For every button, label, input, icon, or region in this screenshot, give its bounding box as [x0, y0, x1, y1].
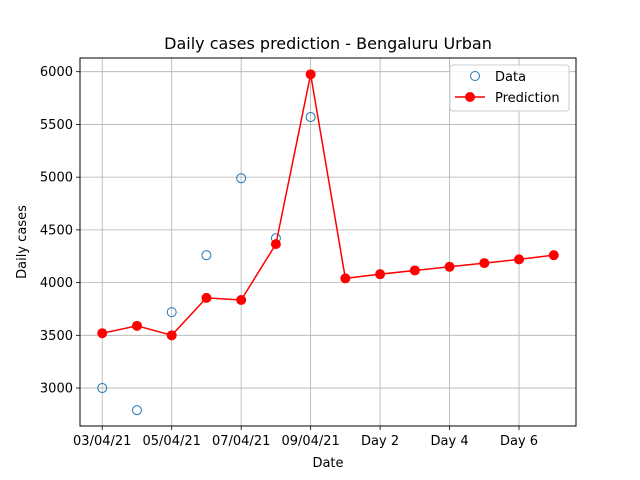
- legend-data-marker: [470, 71, 480, 81]
- prediction-point: [375, 269, 386, 280]
- prediction-point: [201, 292, 212, 303]
- prediction-point: [514, 254, 525, 265]
- x-tick-label: 05/04/21: [143, 434, 201, 449]
- x-tick-label: Day 4: [431, 434, 469, 449]
- prediction-point: [305, 69, 316, 80]
- prediction-point: [270, 239, 281, 250]
- prediction-point: [340, 273, 351, 284]
- prediction-point: [97, 328, 108, 339]
- x-tick-label: 03/04/21: [73, 434, 131, 449]
- data-point: [201, 250, 212, 261]
- y-tick-label: 6000: [40, 65, 73, 80]
- prediction-point: [236, 294, 247, 305]
- prediction-point: [409, 265, 420, 276]
- prediction-point: [479, 258, 490, 269]
- x-tick-label: 09/04/21: [281, 434, 339, 449]
- prediction-point: [444, 261, 455, 272]
- data-point: [305, 112, 316, 123]
- data-point: [166, 307, 177, 318]
- prediction-point: [548, 250, 559, 261]
- y-tick-label: 5500: [40, 118, 73, 133]
- x-axis-label: Date: [312, 456, 343, 471]
- y-tick-label: 4000: [40, 276, 73, 291]
- data-point: [131, 405, 142, 416]
- y-tick-label: 3000: [40, 382, 73, 397]
- prediction-point: [131, 320, 142, 331]
- x-tick-label: 07/04/21: [212, 434, 270, 449]
- y-tick-label: 5000: [40, 171, 73, 186]
- data-point: [97, 383, 108, 394]
- legend: Data Prediction: [449, 64, 570, 112]
- data-point: [236, 173, 247, 184]
- chart-title: Daily cases prediction - Bengaluru Urban: [164, 34, 492, 53]
- grid: [80, 58, 576, 426]
- legend-prediction-marker: [465, 92, 475, 102]
- y-tick-label: 3500: [40, 329, 73, 344]
- y-axis-label: Daily cases: [15, 205, 30, 279]
- prediction-point: [166, 330, 177, 341]
- prediction-line: [102, 74, 554, 337]
- x-tick-label: Day 2: [361, 434, 399, 449]
- x-axis: 03/04/21 05/04/21 07/04/21 09/04/21 Day 2 Day…: [73, 426, 538, 449]
- x-tick-label: Day 6: [500, 434, 538, 449]
- y-tick-label: 4500: [40, 223, 73, 238]
- legend-data-label: Data: [495, 70, 526, 85]
- plot-area-frame: [79, 57, 577, 427]
- legend-prediction-label: Prediction: [495, 91, 560, 106]
- series-layer: [97, 69, 559, 416]
- y-axis: 3000 3500 4000 4500 5000 5500 6000: [40, 65, 80, 397]
